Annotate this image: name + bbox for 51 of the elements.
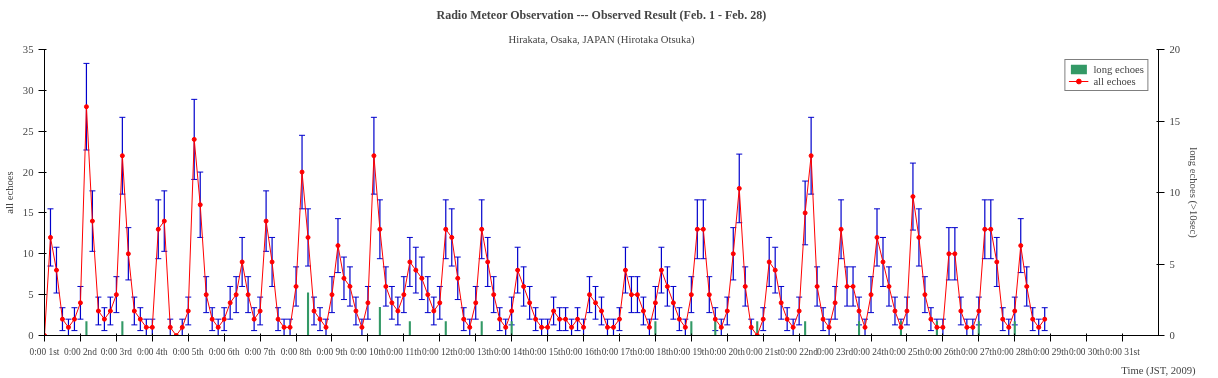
x-tick-label: 0:00 22nd [780, 346, 819, 357]
y-tick-label: 0 [28, 330, 34, 341]
chart-title: Radio Meteor Observation --- Observed Result (Feb. 1 - Feb. 28) [436, 7, 767, 22]
y2-tick-label: 0 [1169, 330, 1175, 341]
x-tick-label: 0:00 4th [136, 346, 169, 357]
legend-label: long echoes [1093, 63, 1144, 75]
y-tick-label: 30 [22, 84, 34, 96]
x-tick-label: 0:00 27th [961, 346, 997, 357]
x-tick-label: 0:00 19th [673, 346, 710, 357]
x-tick-label: 0:00 14th [493, 346, 530, 357]
x-tick-label: 0:00 12th [422, 346, 458, 357]
y-tick-label: 35 [22, 44, 34, 55]
x-tick-label: 0:00 23rd [817, 346, 854, 357]
y2-tick-label: 10 [1169, 187, 1181, 198]
x-tick-label: 0:00 15th [529, 346, 566, 357]
x-tick-label: 0:00 11th [386, 346, 422, 357]
x-tick-label: 0:00 24th [853, 346, 890, 357]
legend-label: all echoes [1093, 75, 1136, 87]
y2-tick-label: 5 [1169, 258, 1175, 270]
x-tick-label: 0:00 21st [745, 346, 781, 357]
x-tick-label: 0:00 3rd [100, 346, 133, 357]
x-tick-label: 0:00 2nd [63, 346, 98, 357]
y-tick-label: 25 [22, 125, 34, 137]
x-tick-label: 0:00 7th [244, 346, 276, 357]
x-tick-label: 0:00 20th [709, 346, 746, 357]
x-tick-label: 0:00 10th [350, 346, 387, 357]
x-tick-label: 0:00 28th [997, 346, 1033, 357]
x-tick-label: 0:00 5th [172, 346, 204, 357]
x-tick-label: 0:00 26th [925, 346, 961, 357]
y-tick-label: 5 [28, 289, 34, 301]
x-tick-label: 0:00 1st [29, 346, 60, 357]
y-tick-label: 20 [22, 166, 34, 178]
x-tick-label: 0:00 8th [280, 346, 312, 357]
y2-axis-title: long echoes (>10sec) [1187, 147, 1200, 239]
x-tick-label: 0:00 31st [1105, 346, 1141, 357]
x-tick-label: 0:00 30th [1068, 346, 1105, 357]
x-tick-label: 0:00 13th [457, 346, 494, 357]
y-axis-title: all echoes [3, 171, 15, 214]
y-tick-label: 15 [22, 207, 34, 219]
x-tick-label: 0:00 29th [1032, 346, 1069, 357]
x-tick-label: 0:00 25th [889, 346, 926, 357]
chart-subtitle: Hirakata, Osaka, JAPAN (Hirotaka Otsuka) [508, 33, 695, 46]
x-tick-label: 0:00 9th [316, 346, 348, 357]
x-tick-label: 0:00 17th [601, 346, 638, 357]
x-tick-label: 0:00 6th [208, 346, 240, 357]
y2-tick-label: 15 [1169, 115, 1181, 127]
y2-tick-label: 20 [1169, 44, 1181, 55]
x-tick-label: 0:00 16th [565, 346, 602, 357]
x-axis-title: Time (JST, 2009) [1121, 364, 1197, 377]
y-tick-label: 10 [22, 248, 34, 260]
x-tick-label: 0:00 18th [637, 346, 674, 357]
